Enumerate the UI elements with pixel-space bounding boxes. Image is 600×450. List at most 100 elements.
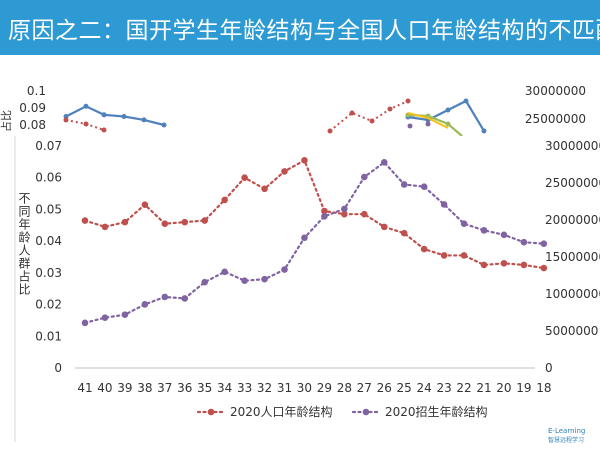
back-y-left-tick: 0.08 xyxy=(19,118,46,132)
series-students-point xyxy=(101,314,109,321)
series-population-line xyxy=(83,158,545,270)
x-tick-label: 21 xyxy=(476,381,491,395)
back-series-blue-point xyxy=(83,103,89,109)
legend-label: 2020招生年龄结构 xyxy=(385,404,488,419)
series-population-point xyxy=(540,264,548,272)
x-tick-label: 20 xyxy=(496,381,511,395)
front-chart-panel xyxy=(15,136,600,442)
y-left-tick-label: 0.07 xyxy=(35,139,62,153)
back-series-blue-right-point xyxy=(463,98,469,104)
series-students-point xyxy=(540,240,548,247)
x-tick-label: 39 xyxy=(117,381,132,395)
legend-swatch-marker xyxy=(362,408,370,416)
series-population-point xyxy=(321,207,328,215)
legend-label: 2020人口年龄结构 xyxy=(230,404,333,419)
series-population-point xyxy=(81,217,89,224)
series-population-point xyxy=(460,252,468,259)
series-population-point xyxy=(121,218,129,226)
series-students-point xyxy=(81,319,89,327)
back-series-red-right-line xyxy=(329,100,409,132)
series-students-point xyxy=(141,301,149,308)
y-right-tick-label: 30000000 xyxy=(545,139,600,153)
y-left-tick-label: 0.05 xyxy=(35,202,62,216)
x-tick-label: 38 xyxy=(137,381,152,395)
back-y-right-tick: 30000000 xyxy=(525,84,586,98)
legend-swatch-marker xyxy=(207,408,215,416)
back-series-red-right-point xyxy=(387,106,393,112)
x-tick-label: 27 xyxy=(357,381,372,395)
series-population-point xyxy=(380,223,388,231)
y-right-tick-label: 25000000 xyxy=(545,176,600,190)
series-students-point xyxy=(181,295,189,302)
back-y-left-tick: 0.09 xyxy=(19,101,46,115)
y-axis-label: 不同年龄人群占比 xyxy=(17,192,31,296)
back-series-blue-point xyxy=(161,122,167,128)
y-right-tick-label: 5000000 xyxy=(545,324,598,338)
series-students-point xyxy=(520,238,528,246)
series-population-point xyxy=(221,196,228,204)
series-students-point xyxy=(281,266,288,273)
series-population-point xyxy=(201,217,208,224)
back-series-blue-point xyxy=(101,112,107,118)
series-population-point xyxy=(281,168,288,175)
y-left-tick-label: 0.04 xyxy=(35,234,62,248)
front-chart: 0 0.01 0.02 0.03 0.04 0.05 0.06 0.07 0 5000000 100… xyxy=(17,139,600,419)
series-population-point xyxy=(440,252,448,259)
series-students-point xyxy=(301,234,308,242)
x-tick-label: 40 xyxy=(97,381,112,395)
series-students-line xyxy=(83,160,545,324)
back-y-right-tick: 25000000 xyxy=(525,112,586,126)
x-tick-label: 35 xyxy=(197,381,212,395)
x-tick-label: 37 xyxy=(157,381,172,395)
series-population-point xyxy=(181,218,189,226)
x-tick-label: 24 xyxy=(417,381,432,395)
series-students-point xyxy=(420,183,428,190)
x-tick-label: 33 xyxy=(237,381,252,395)
x-tick-label: 26 xyxy=(377,381,392,395)
series-students-point xyxy=(440,201,448,208)
series-population-point xyxy=(241,174,248,182)
x-tick-label: 41 xyxy=(77,381,92,395)
x-tick-label: 22 xyxy=(456,381,471,395)
y-left-tick-label: 0.02 xyxy=(35,298,62,312)
back-series-yellow-line xyxy=(407,112,449,129)
watermark-line2: 智慧远程学习 xyxy=(548,437,585,444)
series-population-point xyxy=(420,245,428,253)
series-population-point xyxy=(261,185,268,193)
watermark-line1: E-Learning xyxy=(548,427,586,435)
x-tick-label: 28 xyxy=(337,381,352,395)
back-series-blue-point xyxy=(121,114,127,119)
y-left-tick-label: 0.01 xyxy=(35,329,62,343)
series-students-point xyxy=(321,213,328,220)
back-series-blue-point xyxy=(141,117,147,123)
y-right-tick-label: 15000000 xyxy=(545,250,600,264)
series-students-point xyxy=(380,158,388,166)
x-tick-label: 36 xyxy=(177,381,192,395)
series-population-point xyxy=(480,261,488,269)
series-population-point xyxy=(141,201,149,208)
back-series-red-right-point xyxy=(405,98,411,104)
header-bar: 原因之二：国开学生年龄结构与全国人口年龄结构的不匹配 xyxy=(0,0,600,55)
back-series-red-left-point xyxy=(83,121,89,127)
y-right-tick-label: 0 xyxy=(545,361,553,375)
series-students-point xyxy=(341,205,348,213)
series-students-point xyxy=(480,227,488,234)
series-students-point xyxy=(201,278,208,286)
series-population-point xyxy=(161,220,169,227)
back-series-red-right-point xyxy=(327,128,333,134)
back-y-left-tick: 0.1 xyxy=(27,84,46,98)
back-series-blue-right-point xyxy=(481,128,487,134)
series-students-point xyxy=(400,181,408,188)
series-population-point xyxy=(301,156,308,164)
x-tick-label: 25 xyxy=(397,381,412,395)
series-students-point xyxy=(161,293,169,301)
back-series-red-left-point xyxy=(101,127,107,133)
watermark-logo: E-Learning 智慧远程学习 xyxy=(548,427,600,447)
back-series-red-right-point xyxy=(369,118,375,124)
x-tick-label: 23 xyxy=(436,381,451,395)
back-series-blue-line xyxy=(65,105,165,127)
x-tick-label: 30 xyxy=(297,381,312,395)
x-tick-label: 31 xyxy=(277,381,292,395)
series-students-point xyxy=(500,231,508,239)
